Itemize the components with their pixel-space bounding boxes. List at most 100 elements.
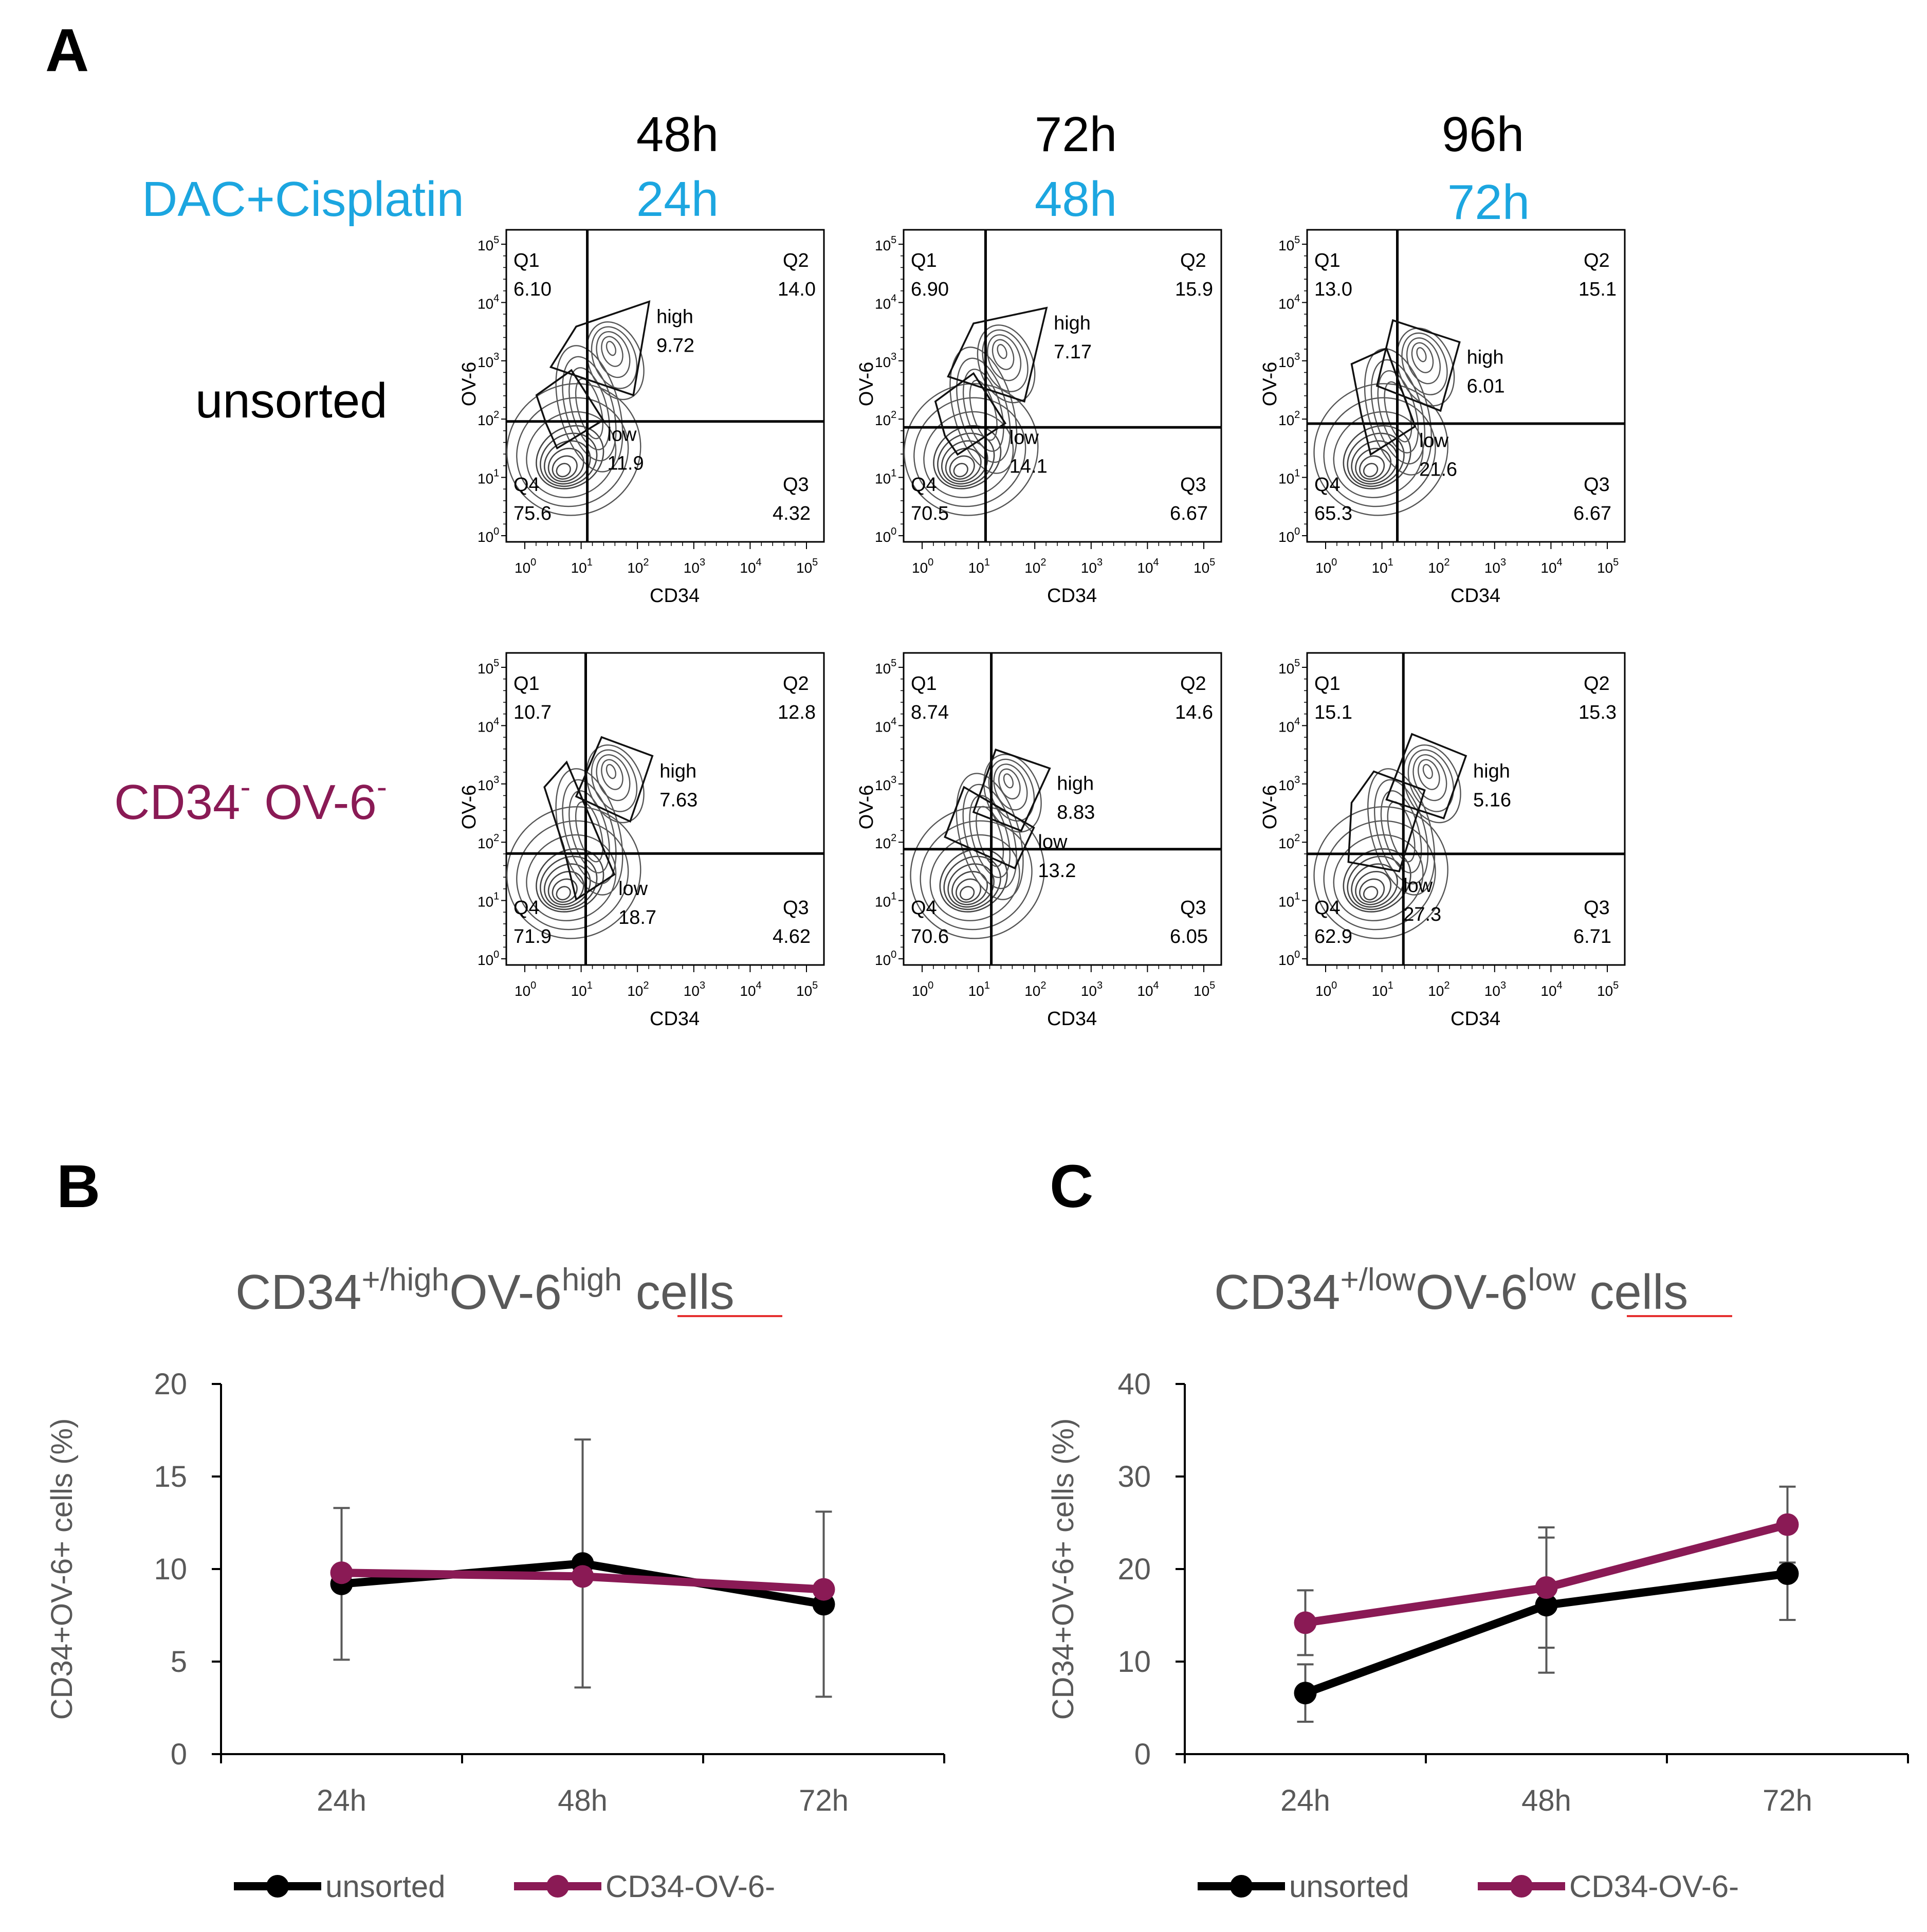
legend-label: CD34-OV-6- (605, 1869, 775, 1904)
gate-low-label: low (1419, 430, 1449, 451)
contour-line (1416, 347, 1427, 362)
gate-low-label: low (1038, 831, 1068, 853)
y-axis-label-ov6: OV-6 (856, 362, 877, 407)
q2-label: Q2 (1180, 673, 1206, 695)
tick-exp: 1 (1294, 891, 1300, 902)
contour-line (992, 339, 1015, 370)
tick-base: 10 (478, 719, 493, 735)
y-tick-label: 102 (1278, 832, 1300, 851)
x-tick-label: 48h (558, 1784, 608, 1817)
gate-low-value: 21.6 (1419, 459, 1457, 480)
tick-base: 10 (1597, 560, 1613, 576)
contour-line (1351, 440, 1398, 485)
y-tick-label: 104 (1278, 293, 1300, 312)
y-tick-label: 102 (478, 832, 499, 851)
q2-value: 15.1 (1579, 279, 1617, 300)
tick-exp: 4 (1153, 557, 1159, 568)
y-tick-label: 101 (478, 891, 499, 910)
gate-low-label: low (618, 878, 648, 900)
q1-label: Q1 (1314, 673, 1341, 695)
gate-low (535, 369, 604, 450)
tick-exp: 4 (891, 293, 896, 304)
y-tick-label: 102 (875, 409, 896, 428)
tick-base: 10 (1278, 952, 1294, 968)
panel-c-label: C (1050, 1153, 1093, 1220)
x-tick-label: 104 (1540, 980, 1562, 999)
q3-label: Q3 (1584, 897, 1610, 919)
y-tick-label: 0 (1134, 1738, 1151, 1771)
q2-label: Q2 (1584, 673, 1610, 695)
contour-line (556, 886, 571, 901)
tick-base: 10 (571, 983, 587, 999)
tick-exp: 0 (1331, 557, 1337, 568)
data-point (1535, 1576, 1558, 1599)
tick-base: 10 (1024, 560, 1040, 576)
chart-c: CD34+/lowOV-6low cells 0 10 20 30 40 24h 48h 72h… (1047, 1262, 1909, 1904)
facs-plot-frame (1306, 229, 1626, 543)
contour-line (949, 455, 975, 480)
tick-base: 10 (684, 560, 700, 576)
x-axis-label-cd34: CD34 (650, 585, 700, 607)
tick-base: 10 (1540, 983, 1556, 999)
gate-high (549, 300, 651, 397)
tick-exp: 1 (1388, 980, 1393, 991)
tick-base: 10 (627, 560, 643, 576)
tick-exp: 0 (493, 526, 499, 537)
tick-base: 10 (1372, 983, 1388, 999)
x-tick-label: 105 (796, 557, 818, 576)
x-tick-label: 102 (1024, 557, 1046, 576)
gate-low-value: 14.1 (1010, 455, 1048, 477)
q2-label: Q2 (1180, 250, 1206, 271)
q3-value: 4.62 (773, 926, 811, 947)
x-tick-label: 103 (1484, 980, 1506, 999)
gate-high (1375, 319, 1461, 412)
chart-title: CD34+/lowOV-6low cells (1214, 1262, 1688, 1320)
contour-line (516, 397, 629, 507)
y-tick-label: 105 (1278, 234, 1300, 253)
tick-base: 10 (478, 952, 493, 968)
tick-exp: 3 (700, 980, 705, 991)
y-tick-label: 102 (875, 832, 896, 851)
contour-line (1355, 870, 1392, 905)
contour-line (956, 357, 1011, 463)
x-tick-label: 24h (317, 1784, 366, 1817)
y-tick-label: 102 (478, 409, 499, 428)
tick-base: 10 (515, 560, 530, 576)
contour-line (601, 336, 623, 367)
gate-low-label: low (607, 424, 637, 445)
legend-label: unsorted (325, 1869, 446, 1904)
x-tick-label: 102 (627, 557, 649, 576)
tick-exp: 5 (1613, 980, 1619, 991)
tick-base: 10 (1484, 983, 1500, 999)
q1-value: 6.90 (911, 279, 949, 300)
tick-exp: 2 (891, 409, 896, 421)
gate-low-value: 11.9 (607, 452, 644, 474)
contour-line (568, 367, 610, 450)
facs-plot-frame (903, 652, 1222, 966)
x-tick-label: 101 (1372, 557, 1393, 576)
y-tick-label: 100 (478, 526, 499, 545)
tick-exp: 4 (1557, 980, 1563, 991)
tick-exp: 4 (891, 716, 896, 727)
tick-exp: 1 (587, 557, 593, 568)
x-tick-label: 105 (796, 980, 818, 999)
tick-base: 10 (875, 835, 891, 851)
x-tick-label: 104 (740, 980, 761, 999)
gate-high-value: 7.17 (1054, 341, 1092, 363)
tick-exp: 1 (493, 891, 499, 902)
tick-base: 10 (1278, 894, 1294, 910)
y-tick-label: 104 (478, 293, 499, 312)
tick-base: 10 (515, 983, 530, 999)
x-tick-label: 101 (571, 980, 593, 999)
contour-line (1347, 432, 1405, 487)
tick-base: 10 (1540, 560, 1556, 576)
contour-line (910, 806, 1045, 939)
tick-base: 10 (478, 354, 493, 370)
tick-exp: 2 (1444, 980, 1449, 991)
contour-line (1370, 359, 1426, 465)
contour-line (1323, 397, 1436, 507)
legend-label: CD34-OV-6- (1569, 1869, 1739, 1904)
x-tick-label: 104 (740, 557, 761, 576)
y-tick-label: 5 (171, 1645, 187, 1679)
